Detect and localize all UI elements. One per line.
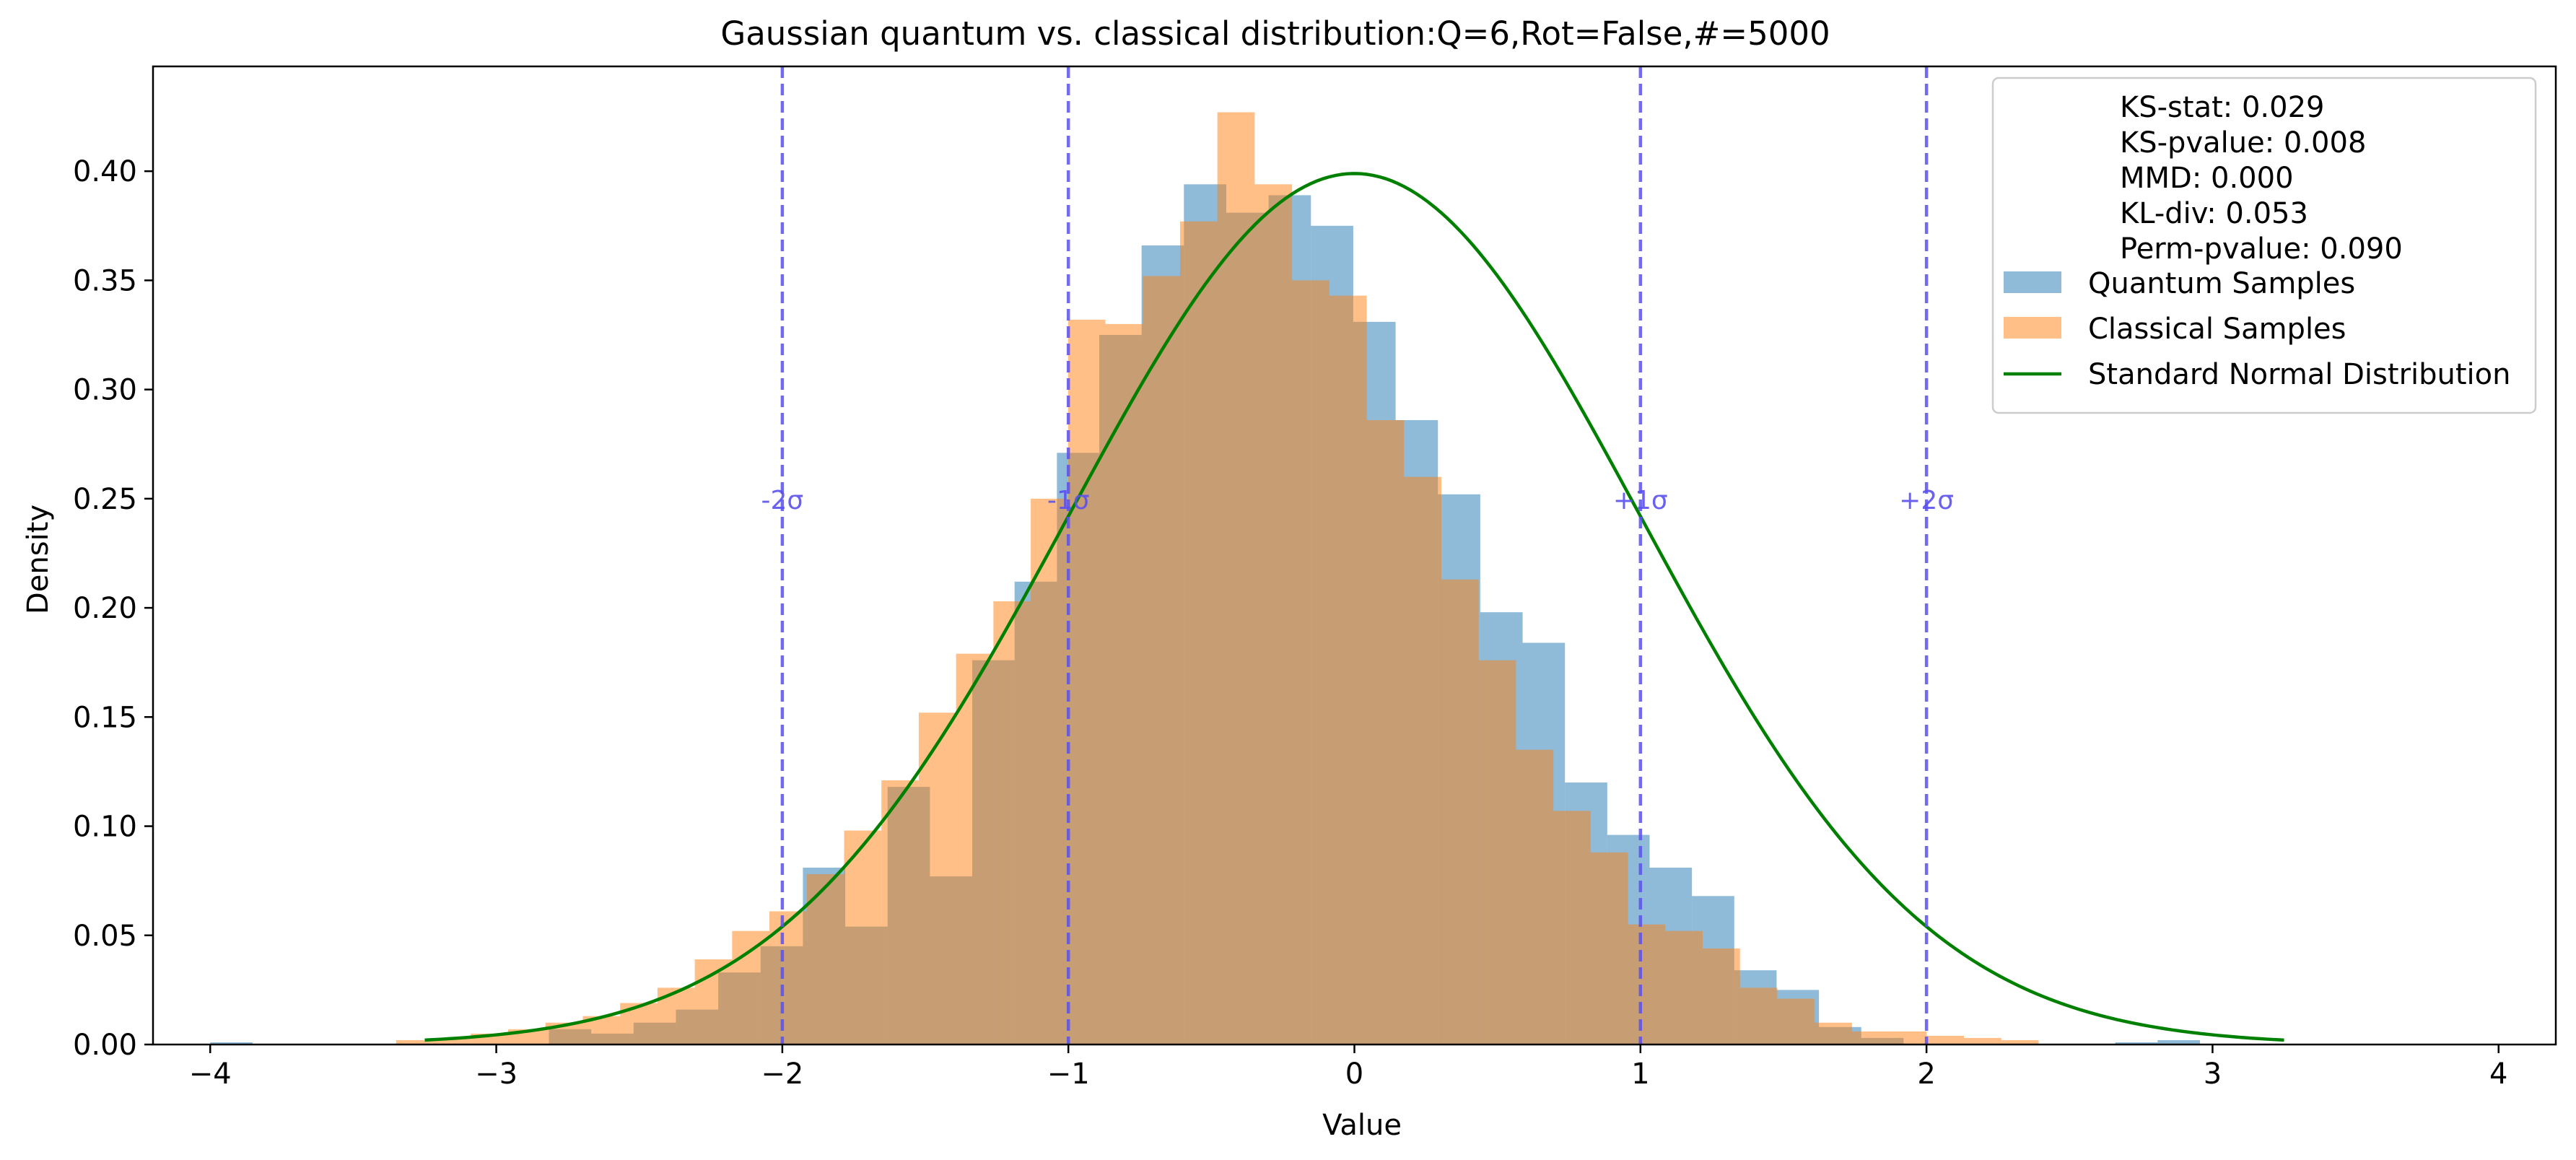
- legend-box: [1991, 77, 2537, 414]
- legend-entry-label: Quantum Samples: [2088, 267, 2355, 300]
- histogram-bar-classical: [1105, 323, 1143, 1045]
- plot-area: -2σ -1σ +1σ +2σ: [210, 66, 2284, 1045]
- histogram-bar-classical: [1031, 498, 1068, 1045]
- histogram-bar-classical: [732, 930, 770, 1045]
- histogram-bar-quantum: [2157, 1039, 2200, 1045]
- histogram-bar-classical: [1292, 280, 1330, 1045]
- histogram-bar-classical: [1404, 476, 1441, 1045]
- histogram-bar-classical: [993, 601, 1031, 1045]
- histogram-bar-classical: [1739, 987, 1778, 1045]
- legend-swatch: [2004, 271, 2061, 293]
- normal-pdf-line: [424, 172, 2284, 1042]
- legend-stat-line: MMD: 0.000: [2120, 162, 2294, 195]
- legend-stat-line: Perm-pvalue: 0.090: [2120, 232, 2403, 266]
- y-tick-label: 0.00: [73, 1029, 137, 1062]
- axes-layer: −4 −3 −2 −1 0 1 2 3 4 0.00 0.05 0.10 0.15 0.20 0.25 0.3…: [73, 65, 2557, 1091]
- histogram-bar-classical: [1478, 660, 1516, 1045]
- x-tick-label: 0: [1345, 1057, 1363, 1091]
- histogram-bar-classical: [1516, 749, 1554, 1045]
- y-axis-label: Density: [22, 505, 55, 614]
- histogram-bar-classical: [1254, 184, 1293, 1045]
- histogram-bar-classical: [1703, 948, 1740, 1045]
- histogram-bar-classical: [1628, 924, 1666, 1045]
- legend-stat-line: KL-div: 0.053: [2120, 197, 2308, 230]
- histogram-bar-classical: [1926, 1035, 1965, 1045]
- histogram-bar-classical: [1665, 930, 1703, 1045]
- y-tick-label: 0.25: [73, 483, 137, 516]
- x-tick-label: 4: [2489, 1057, 2507, 1091]
- x-tick-label: 2: [1917, 1057, 1935, 1091]
- histogram-bar-classical: [1815, 1022, 1852, 1045]
- y-tick-label: 0.40: [73, 155, 137, 188]
- y-tick-label: 0.10: [73, 811, 137, 844]
- sigma-label: -1σ: [1047, 486, 1090, 515]
- legend-swatch: [2004, 317, 2061, 339]
- x-tick-label: −2: [761, 1057, 803, 1091]
- histogram-bar-classical: [956, 653, 994, 1045]
- y-tick-label: 0.05: [73, 920, 137, 953]
- legend-entry-label: Standard Normal Distribution: [2088, 358, 2511, 391]
- y-tick-label: 0.15: [73, 701, 137, 734]
- histogram-bar-classical: [1553, 811, 1591, 1045]
- x-tick-label: −4: [189, 1057, 232, 1091]
- histogram-bar-classical: [1777, 998, 1815, 1045]
- legend-entry-label: Classical Samples: [2088, 313, 2346, 346]
- histogram-bar-classical: [1441, 579, 1479, 1045]
- histogram-bar-classical: [396, 1039, 434, 1045]
- y-tick-label: 0.20: [73, 592, 137, 625]
- x-axis-label: Value: [1322, 1109, 1402, 1142]
- legend-stat-line: KS-pvalue: 0.008: [2120, 126, 2366, 160]
- sigma-label: +2σ: [1899, 486, 1954, 515]
- y-tick-label: 0.30: [73, 374, 137, 407]
- y-tick-label: 0.35: [73, 264, 137, 297]
- histogram-bar-quantum: [210, 1042, 253, 1045]
- histogram-bar-classical: [1851, 1031, 1890, 1045]
- x-tick-label: 1: [1631, 1057, 1649, 1091]
- histogram-bar-classical: [1590, 852, 1628, 1045]
- histogram-bar-classical: [1889, 1031, 1927, 1045]
- histogram-bar-classical: [1067, 319, 1106, 1045]
- histogram-bar-classical: [1366, 419, 1405, 1045]
- histogram-bar-classical: [1217, 112, 1255, 1045]
- histogram-bar-classical: [1964, 1037, 2001, 1045]
- histogram-bar-classical: [844, 830, 882, 1045]
- histogram-bar-quantum: [2115, 1042, 2158, 1045]
- sigma-label: +1σ: [1613, 486, 1668, 515]
- x-tick-label: −1: [1047, 1057, 1090, 1091]
- histogram-bar-classical: [1179, 221, 1218, 1045]
- histogram-bar-classical: [881, 780, 919, 1045]
- histogram-bar-classical: [2001, 1039, 2039, 1045]
- x-tick-label: 3: [2204, 1057, 2222, 1091]
- sigma-label: -2σ: [761, 486, 804, 515]
- x-tick-label: −3: [475, 1057, 518, 1091]
- legend-stat-line: KS-stat: 0.029: [2120, 91, 2324, 124]
- histogram-bar-classical: [806, 874, 844, 1045]
- histogram-bar-classical: [1329, 295, 1367, 1045]
- histogram-bar-classical: [1143, 276, 1180, 1045]
- histogram-bar-classical: [918, 712, 956, 1045]
- chart-title: Gaussian quantum vs. classical distribut…: [720, 14, 1830, 53]
- histogram-bar-classical: [433, 1037, 471, 1045]
